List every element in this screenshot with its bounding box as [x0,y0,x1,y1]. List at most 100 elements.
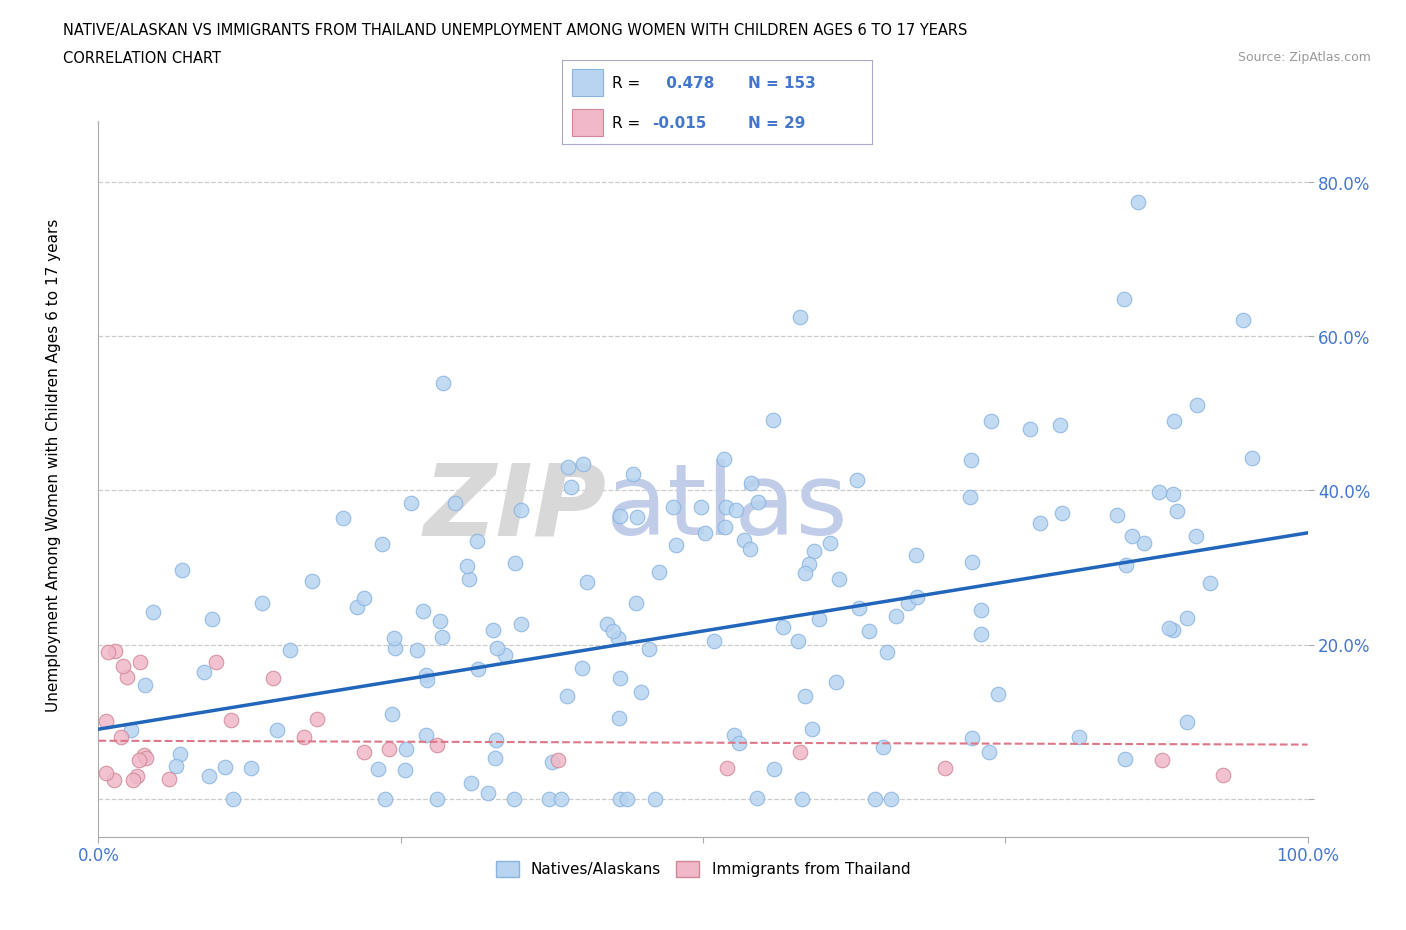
Point [959,490,981,505]
Point [467,661,489,676]
Bar [572,109,603,136]
Point [503,791,526,806]
Point [1240,451,1263,466]
Point [494,647,516,662]
Point [960,453,983,468]
Point [412,603,434,618]
Point [278,643,301,658]
Point [987,686,1010,701]
Point [572,457,595,472]
Point [198,769,221,784]
Point [460,776,482,790]
Point [607,711,630,725]
Point [934,760,956,775]
Point [456,558,478,573]
Point [125,769,148,784]
Point [790,791,813,806]
Point [1147,485,1170,499]
Point [607,631,630,645]
Point [128,752,150,767]
Point [714,499,737,514]
Point [378,741,401,756]
Point [415,727,437,742]
Point [695,525,717,540]
Bar [572,69,603,96]
Point [292,729,315,744]
Point [555,688,578,703]
Point [1115,557,1137,572]
Point [444,496,467,511]
Point [204,655,226,670]
Point [626,510,648,525]
Point [979,744,1001,759]
Point [477,786,499,801]
Point [799,557,821,572]
Point [110,729,132,744]
Point [481,622,503,637]
Point [1159,620,1181,635]
Point [616,791,638,806]
Point [111,658,134,673]
Point [596,617,619,631]
Point [876,644,898,659]
Point [305,711,328,726]
Text: -0.015: -0.015 [652,115,706,131]
Point [129,655,152,670]
Point [703,634,725,649]
Point [609,791,631,806]
Point [905,547,928,562]
Point [787,633,810,648]
Point [1161,486,1184,501]
Point [1049,418,1071,432]
Point [1175,715,1198,730]
Point [637,642,659,657]
Point [484,751,506,765]
Point [301,573,323,588]
Point [1128,194,1150,209]
Point [103,773,125,788]
Point [429,614,451,629]
Point [416,672,439,687]
Point [332,511,354,525]
Point [1163,414,1185,429]
Point [714,520,737,535]
Point [172,563,194,578]
Point [262,671,284,685]
Point [222,791,245,806]
Point [723,728,745,743]
Point [740,476,762,491]
Point [740,542,762,557]
Point [1199,576,1222,591]
Text: ZIP: ZIP [423,459,606,556]
Point [193,665,215,680]
Point [384,641,406,656]
Point [745,790,768,805]
Point [219,712,242,727]
Point [547,752,569,767]
Point [863,791,886,806]
Point [426,791,449,806]
Point [120,722,142,737]
Point [537,791,560,806]
Point [962,731,984,746]
Point [807,611,830,626]
Point [905,589,928,604]
Legend: Natives/Alaskans, Immigrants from Thailand: Natives/Alaskans, Immigrants from Thaila… [489,855,917,884]
Point [1052,505,1074,520]
Point [571,660,593,675]
Point [415,667,437,682]
Point [505,556,527,571]
Point [486,641,509,656]
Text: N = 153: N = 153 [748,75,815,90]
Point [169,747,191,762]
Point [94,713,117,728]
Point [132,748,155,763]
Point [794,565,817,580]
Point [761,413,783,428]
Point [818,536,841,551]
Text: CORRELATION CHART: CORRELATION CHART [63,51,221,66]
Point [374,791,396,806]
Point [1232,312,1254,327]
Point [879,791,901,806]
Point [381,707,404,722]
